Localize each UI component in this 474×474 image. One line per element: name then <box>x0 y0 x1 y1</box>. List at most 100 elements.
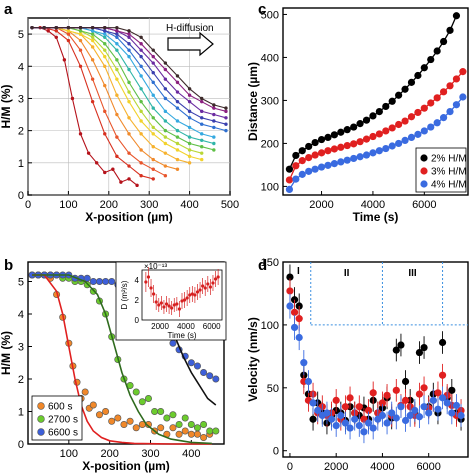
arrow-shape <box>167 31 214 57</box>
data-point <box>200 433 208 441</box>
data-point <box>175 157 180 162</box>
region-label: II <box>344 268 350 279</box>
data-point <box>151 80 155 85</box>
data-point <box>132 424 140 432</box>
data-point <box>139 109 143 114</box>
data-point <box>127 80 131 85</box>
data-point <box>151 93 155 97</box>
data-point <box>341 419 350 427</box>
data-point <box>304 377 313 386</box>
legend-marker <box>37 415 45 423</box>
x-tick-label: 4000 <box>370 461 394 473</box>
data-point <box>103 35 107 40</box>
data-point <box>200 368 208 376</box>
data-point <box>425 409 433 417</box>
y-tick-label: 2 <box>18 126 24 138</box>
data-point <box>139 54 143 59</box>
data-point <box>452 101 461 109</box>
data-point <box>420 403 428 411</box>
y-tick-label: 0 <box>18 439 24 451</box>
data-point <box>200 122 204 126</box>
data-point <box>139 119 143 123</box>
data-point <box>337 158 345 166</box>
data-point <box>200 132 204 136</box>
y-tick-label: 400 <box>261 52 279 64</box>
data-point <box>305 167 313 175</box>
data-point <box>126 417 134 425</box>
data-point <box>175 135 180 139</box>
data-point <box>332 396 340 404</box>
data-point <box>224 128 228 133</box>
x-tick-label: 400 <box>180 199 198 211</box>
data-point <box>163 414 171 422</box>
data-point <box>54 35 58 40</box>
data-point <box>175 119 180 123</box>
data-point <box>103 170 107 175</box>
inset-data-point <box>154 300 158 304</box>
data-point <box>127 116 131 120</box>
legend-label: 4% H/M <box>431 180 467 191</box>
data-point <box>285 165 294 173</box>
inset-data-point <box>159 301 163 305</box>
data-point <box>364 419 373 427</box>
data-point <box>187 109 192 114</box>
inset-y-scale: ×10⁻¹³ <box>144 262 167 271</box>
data-point <box>224 122 228 126</box>
data-point <box>388 97 396 105</box>
data-point <box>427 123 435 131</box>
data-point <box>414 130 422 138</box>
data-point <box>212 141 216 146</box>
data-point <box>206 372 214 380</box>
data-point <box>459 68 467 76</box>
data-point <box>438 371 447 379</box>
data-point <box>78 29 83 33</box>
data-point <box>362 151 371 159</box>
data-point <box>317 135 326 144</box>
y-tick-label: 150 <box>261 257 279 269</box>
data-point <box>427 55 435 64</box>
data-point <box>378 411 387 420</box>
y-tick-label: 1 <box>18 158 24 170</box>
data-point <box>54 25 58 30</box>
data-point <box>420 343 428 352</box>
data-point <box>401 117 409 125</box>
data-point <box>337 411 345 420</box>
data-point <box>163 128 168 133</box>
data-point <box>115 42 119 46</box>
inset-y-tick-label: 0 <box>135 316 140 325</box>
data-point <box>115 32 119 36</box>
data-point <box>139 48 143 52</box>
data-point <box>401 85 409 93</box>
data-point <box>286 273 294 281</box>
data-point <box>305 154 313 162</box>
data-point <box>290 323 299 332</box>
data-point <box>448 409 456 417</box>
data-point <box>78 32 83 36</box>
x-tick-label: 0 <box>25 199 31 211</box>
legend: 2% H/M 3% H/M 4% H/M <box>415 147 467 193</box>
data-point <box>292 162 300 170</box>
data-point <box>452 75 461 83</box>
inset-y-label: D (m²/s) <box>120 280 129 309</box>
data-point <box>397 341 405 349</box>
data-point <box>175 141 180 146</box>
data-point <box>187 99 192 104</box>
inset-data-point <box>149 286 153 290</box>
data-point <box>212 112 216 117</box>
data-point <box>103 48 107 52</box>
data-point <box>127 90 131 94</box>
data-point <box>139 148 143 152</box>
inset-axes <box>141 269 223 321</box>
data-point <box>90 32 95 36</box>
data-point <box>200 138 204 142</box>
x-tick-label: 6000 <box>416 461 440 473</box>
data-point <box>66 29 71 33</box>
inset-data-point <box>198 288 202 292</box>
data-point <box>369 424 377 432</box>
data-point <box>337 143 345 151</box>
data-point <box>127 42 131 46</box>
data-point <box>292 151 300 160</box>
data-point <box>401 136 409 145</box>
data-point <box>448 386 456 394</box>
